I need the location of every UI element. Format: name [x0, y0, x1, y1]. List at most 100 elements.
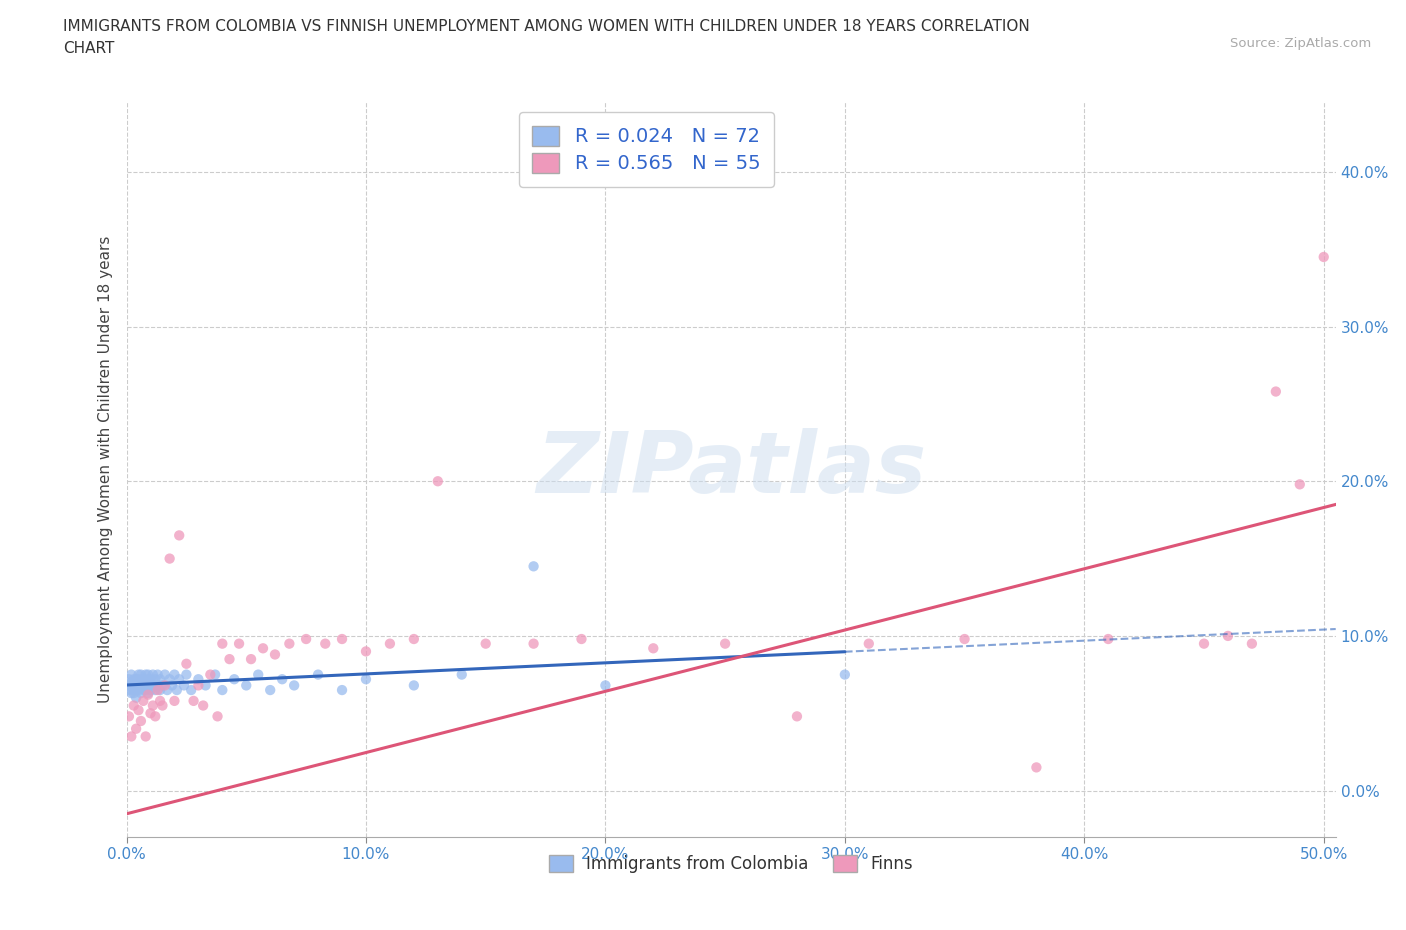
Point [153, 678, 176, 693]
Point [283, 678, 305, 693]
Point [167, 671, 190, 686]
Point [146, 683, 169, 698]
Point [252, 641, 274, 656]
Point [786, 709, 808, 724]
Point [118, 671, 141, 686]
Point [264, 647, 287, 662]
Point [204, 667, 226, 682]
Point [153, 667, 176, 682]
Point [278, 636, 301, 651]
Point [135, 683, 157, 698]
Point [139, 675, 162, 690]
Point [125, 690, 148, 705]
Point [125, 671, 148, 686]
Point [132, 694, 155, 709]
Point [166, 683, 188, 698]
Point [122, 675, 145, 690]
Point [247, 667, 270, 682]
Point [330, 683, 353, 698]
Point [295, 631, 318, 646]
Point [858, 636, 880, 651]
Point [834, 667, 856, 682]
Point [330, 631, 353, 646]
Point [129, 685, 152, 700]
Point [146, 667, 169, 682]
Point [122, 698, 145, 713]
Point [135, 729, 157, 744]
Point [160, 678, 183, 693]
Point [235, 678, 257, 693]
Point [125, 683, 148, 698]
Point [129, 667, 152, 682]
Point [128, 671, 150, 686]
Point [1216, 629, 1239, 644]
Point [120, 675, 142, 690]
Point [159, 551, 181, 566]
Point [125, 678, 148, 693]
Point [183, 694, 205, 709]
Text: CHART: CHART [63, 41, 115, 56]
Point [354, 644, 377, 658]
Text: ZIPatlas: ZIPatlas [536, 428, 927, 512]
Point [122, 671, 145, 686]
Point [128, 703, 150, 718]
Point [218, 652, 240, 667]
Point [120, 729, 142, 744]
Point [271, 671, 294, 686]
Point [180, 683, 202, 698]
Point [149, 683, 172, 698]
Point [122, 685, 145, 700]
Point [714, 636, 737, 651]
Point [139, 683, 162, 698]
Point [142, 698, 165, 713]
Point [426, 473, 449, 488]
Point [120, 678, 142, 693]
Point [159, 671, 181, 686]
Point [211, 636, 233, 651]
Point [402, 631, 425, 646]
Point [450, 667, 472, 682]
Point [135, 671, 157, 686]
Point [152, 698, 174, 713]
Point [136, 685, 159, 700]
Point [152, 678, 174, 693]
Point [211, 683, 233, 698]
Point [167, 528, 190, 543]
Point [128, 678, 150, 693]
Text: IMMIGRANTS FROM COLOMBIA VS FINNISH UNEMPLOYMENT AMONG WOMEN WITH CHILDREN UNDER: IMMIGRANTS FROM COLOMBIA VS FINNISH UNEM… [63, 19, 1031, 33]
Point [128, 683, 150, 698]
Point [135, 667, 157, 682]
Point [187, 671, 209, 686]
Point [191, 698, 214, 713]
Point [118, 678, 141, 693]
Point [156, 683, 179, 698]
Point [314, 636, 336, 651]
Point [139, 671, 162, 686]
Point [149, 671, 172, 686]
Point [224, 671, 246, 686]
Point [354, 671, 377, 686]
Point [194, 678, 217, 693]
Point [402, 678, 425, 693]
Point [118, 683, 141, 698]
Y-axis label: Unemployment Among Women with Children Under 18 years: Unemployment Among Women with Children U… [97, 236, 112, 703]
Point [240, 652, 263, 667]
Point [120, 685, 142, 700]
Point [143, 709, 166, 724]
Point [523, 559, 546, 574]
Point [128, 667, 150, 682]
Point [595, 678, 617, 693]
Point [163, 667, 186, 682]
Point [120, 667, 142, 682]
Point [1192, 636, 1215, 651]
Point [643, 641, 665, 656]
Point [163, 694, 186, 709]
Point [523, 636, 546, 651]
Point [176, 657, 198, 671]
Point [176, 667, 198, 682]
Point [173, 678, 195, 693]
Point [136, 687, 159, 702]
Point [142, 678, 165, 693]
Point [1097, 631, 1119, 646]
Point [307, 667, 329, 682]
